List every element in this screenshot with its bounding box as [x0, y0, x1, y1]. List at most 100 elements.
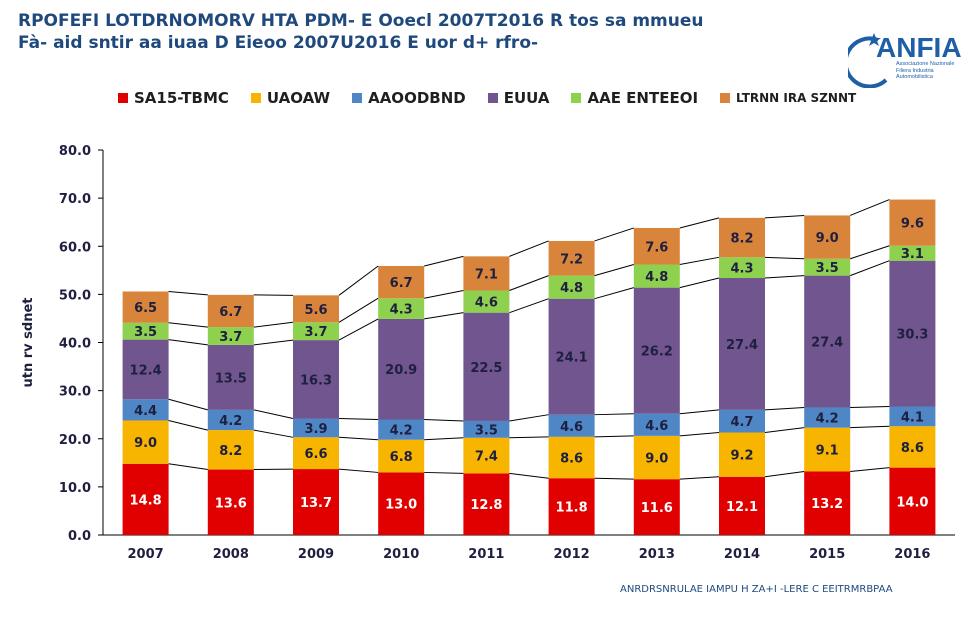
data-label: 9.6 — [901, 217, 924, 232]
data-label: 6.7 — [219, 305, 242, 320]
data-label: 9.1 — [816, 444, 839, 459]
bar-segment — [463, 437, 510, 474]
legend-swatch — [118, 93, 128, 103]
data-label: 22.5 — [470, 361, 502, 376]
data-label: 4.2 — [390, 424, 413, 439]
bar-segment — [548, 275, 595, 299]
legend-item: EUUA — [487, 89, 550, 107]
legend-label: AAE ENTEEOI — [587, 89, 699, 107]
bar-segment — [889, 245, 936, 261]
bar-segment — [378, 439, 425, 473]
bar-segment — [293, 295, 339, 323]
data-label: 4.2 — [816, 412, 839, 427]
series-connector-line — [850, 245, 890, 260]
bar-segment — [207, 469, 254, 535]
bar-segment — [548, 298, 595, 415]
data-label: 8.6 — [560, 452, 583, 467]
data-label: 12.1 — [726, 500, 758, 515]
series-connector-line — [594, 264, 634, 277]
series-connector-line — [594, 435, 634, 438]
x-tick-label: 2012 — [554, 547, 590, 562]
data-label: 7.1 — [475, 267, 498, 282]
logo-mark-icon — [848, 33, 888, 88]
legend-label: EUUA — [503, 89, 550, 107]
bar-segment — [889, 426, 936, 468]
series-connector-line — [850, 425, 890, 429]
legend-label: LTRNN IRA SZNNT — [736, 91, 857, 105]
bar-segment — [804, 275, 851, 408]
data-label: 7.6 — [645, 240, 668, 255]
series-connector-line — [168, 398, 208, 411]
data-label: 8.2 — [730, 232, 753, 247]
legend-swatch — [487, 93, 498, 103]
bar-segment — [463, 473, 510, 535]
series-connector-line — [594, 287, 634, 300]
series-connector-line — [509, 472, 549, 479]
series-connector-line — [338, 297, 379, 323]
bar-segment — [719, 278, 765, 410]
series-connector-line — [850, 260, 890, 277]
x-tick-label: 2016 — [894, 547, 930, 562]
legend-label: UAOAW — [266, 89, 331, 107]
x-tick-label: 2008 — [213, 547, 249, 562]
bar-segment — [378, 265, 425, 299]
series-connector-line — [509, 240, 549, 257]
series-connector-line — [679, 409, 720, 415]
chart-legend: SA15-TBMC UAOAW AAOODBND EUUA AAE ENTEEO… — [118, 86, 878, 110]
y-axis-label: utn rv sdnet — [21, 298, 36, 388]
series-connector-line — [168, 463, 208, 471]
series-connector-line — [679, 431, 720, 437]
y-tick-label: 20.0 — [59, 433, 91, 448]
series-connector-line — [764, 470, 805, 478]
series-connector-line — [253, 339, 294, 346]
series-connector-line — [338, 318, 379, 341]
bar-segment — [548, 478, 595, 535]
series-connector-line — [509, 414, 549, 422]
bar-segment — [293, 340, 339, 419]
bar-segment — [378, 419, 425, 440]
y-tick-label: 40.0 — [59, 337, 91, 352]
y-tick-label: 0.0 — [68, 529, 91, 544]
bar-segment — [633, 413, 680, 436]
series-connector-line — [424, 255, 464, 267]
bar-segment — [804, 407, 851, 428]
data-label: 4.4 — [134, 404, 157, 419]
data-label: 11.6 — [641, 501, 673, 516]
bar-segment — [207, 327, 254, 345]
data-label: 7.4 — [475, 450, 498, 465]
series-connector-line — [594, 227, 634, 242]
bar-segment — [463, 420, 510, 438]
data-label: 7.2 — [560, 252, 583, 267]
data-label: 4.6 — [560, 420, 583, 435]
series-connector-line — [850, 199, 890, 216]
chart-subtitle: Fà- aid sntir aa iuaa D Eieoo 2007U2016 … — [18, 33, 539, 53]
bar-segment — [293, 322, 339, 341]
series-connector-line — [594, 413, 634, 416]
logo-name: ANFIA — [876, 32, 962, 63]
series-connector-line — [679, 277, 720, 289]
data-label: 12.8 — [470, 498, 502, 513]
bar-segment — [889, 406, 936, 427]
series-connector-line — [424, 312, 464, 320]
data-label: 26.2 — [641, 345, 673, 360]
legend-swatch — [720, 93, 731, 103]
bar-segment — [122, 420, 169, 464]
series-connector-line — [338, 436, 379, 441]
bar-segment — [719, 409, 765, 433]
data-label: 9.0 — [134, 436, 157, 451]
series-connector-line — [168, 290, 208, 296]
bar-segment — [804, 215, 851, 259]
series-connector-line — [594, 477, 634, 480]
data-label: 4.8 — [645, 270, 668, 285]
series-connector-line — [168, 339, 208, 346]
data-label: 3.5 — [134, 325, 157, 340]
series-connector-line — [764, 406, 805, 411]
bar-segment — [207, 344, 254, 410]
data-label: 3.9 — [304, 422, 327, 437]
bar-segment — [633, 435, 680, 480]
bar-segment — [719, 476, 765, 535]
x-tick-label: 2009 — [298, 547, 334, 562]
legend-item: LTRNN IRA SZNNT — [720, 91, 856, 105]
bar-segment — [293, 418, 339, 438]
